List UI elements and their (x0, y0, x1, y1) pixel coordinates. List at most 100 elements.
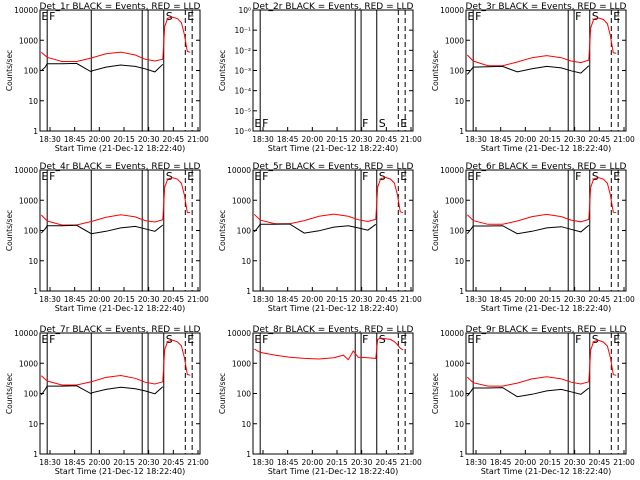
panel-title: Det_8r BLACK = Events, RED = LLD (253, 325, 414, 335)
panel-title: Det_4r BLACK = Events, RED = LLD (40, 162, 201, 172)
event-marker: F (362, 170, 368, 183)
y-tick-label: 10⁻⁶ (234, 127, 251, 136)
event-marker: E (613, 333, 620, 346)
series-line (40, 224, 164, 235)
y-tick-label: 100 (237, 227, 252, 236)
x-tick-label: 20:15 (326, 295, 348, 304)
y-tick-label: 1000 (19, 36, 38, 45)
event-marker: S (379, 170, 386, 183)
y-tick-label: 1 (246, 450, 251, 459)
y-tick-label: 10⁻² (234, 46, 251, 55)
x-tick-label: 20:45 (589, 295, 611, 304)
y-tick-label: 1000 (445, 36, 464, 45)
x-axis-label: Start Time (21-Dec-12 18:22:40) (481, 467, 612, 476)
series-line (253, 223, 377, 234)
event-marker: F (362, 117, 368, 130)
plot-frame (465, 332, 627, 455)
y-tick-label: 10⁻⁴ (234, 87, 251, 96)
x-tick-label: 20:15 (539, 295, 561, 304)
y-tick-label: 1000 (232, 359, 251, 368)
event-marker: S (166, 10, 173, 23)
y-axis-label: Counts/sec (5, 373, 14, 414)
y-tick-label: 10 (454, 420, 464, 429)
event-marker: S (379, 117, 386, 130)
series-line (466, 224, 590, 235)
x-tick-label: 18:30 (39, 458, 61, 467)
event-marker: E (467, 10, 474, 23)
y-tick-label: 10000 (14, 329, 38, 338)
y-tick-label: 1 (459, 287, 464, 296)
series-line (466, 339, 617, 387)
panel-title: Det_3r BLACK = Events, RED = LLD (466, 2, 627, 12)
event-marker: E (187, 10, 194, 23)
event-marker: S (592, 170, 599, 183)
x-tick-label: 18:45 (64, 295, 86, 304)
x-axis-label: Start Time (21-Dec-12 18:22:40) (481, 144, 612, 153)
x-tick-label: 18:30 (465, 135, 487, 144)
plot-frame (39, 332, 201, 455)
x-tick-label: 20:45 (376, 135, 398, 144)
x-tick-label: 21:00 (187, 295, 209, 304)
y-tick-label: 1 (33, 287, 38, 296)
x-tick-label: 20:45 (376, 458, 398, 467)
y-tick-label: 10000 (227, 166, 251, 175)
y-axis-label: Counts/sec (218, 210, 227, 251)
event-marker: E (187, 170, 194, 183)
x-tick-label: 21:00 (400, 135, 422, 144)
y-tick-label: 1000 (19, 359, 38, 368)
y-tick-label: 10 (28, 97, 38, 106)
x-tick-label: 20:45 (589, 135, 611, 144)
x-tick-label: 20:15 (113, 458, 135, 467)
y-tick-label: 1000 (445, 196, 464, 205)
event-marker: E (400, 333, 407, 346)
x-tick-label: 20:30 (564, 295, 586, 304)
y-tick-label: 1 (33, 450, 38, 459)
x-axis-label: Start Time (21-Dec-12 18:22:40) (268, 467, 399, 476)
series-line (466, 65, 590, 75)
series-line (40, 177, 191, 226)
x-tick-label: 20:00 (302, 458, 324, 467)
x-tick-label: 20:15 (539, 135, 561, 144)
event-marker: S (592, 10, 599, 23)
y-axis-label: Counts/sec (431, 210, 440, 251)
series-line (40, 385, 164, 396)
x-tick-label: 18:45 (64, 135, 86, 144)
plot-frame (39, 9, 201, 132)
panel-title: Det_1r BLACK = Events, RED = LLD (40, 2, 201, 12)
x-tick-label: 20:00 (89, 295, 111, 304)
x-tick-label: 20:15 (113, 295, 135, 304)
x-tick-label: 21:00 (613, 135, 635, 144)
y-tick-label: 10 (28, 257, 38, 266)
y-tick-label: 10⁰ (238, 6, 251, 15)
event-marker: S (379, 333, 386, 346)
y-tick-label: 10000 (440, 6, 464, 15)
event-marker: E (41, 10, 48, 23)
y-tick-label: 10⁻³ (234, 67, 251, 76)
y-axis-label: Counts/sec (431, 50, 440, 91)
event-marker: F (575, 170, 581, 183)
event-marker: F (475, 170, 481, 183)
x-tick-label: 20:30 (351, 135, 373, 144)
x-tick-label: 21:00 (613, 295, 635, 304)
plot-frame (252, 332, 414, 455)
panel-title: Det_2r BLACK = Events, RED = LLD (253, 2, 414, 12)
series-line (254, 337, 404, 361)
y-tick-label: 10000 (440, 329, 464, 338)
event-marker: F (262, 117, 268, 130)
event-marker: E (613, 170, 620, 183)
x-tick-label: 18:30 (252, 135, 274, 144)
x-tick-label: 18:45 (490, 135, 512, 144)
x-tick-label: 20:30 (138, 458, 160, 467)
event-marker: E (254, 170, 261, 183)
y-tick-label: 1000 (19, 196, 38, 205)
y-tick-label: 10000 (440, 166, 464, 175)
y-tick-label: 10 (241, 257, 251, 266)
x-tick-label: 20:15 (113, 135, 135, 144)
y-axis-label: Counts/sec (5, 210, 14, 251)
